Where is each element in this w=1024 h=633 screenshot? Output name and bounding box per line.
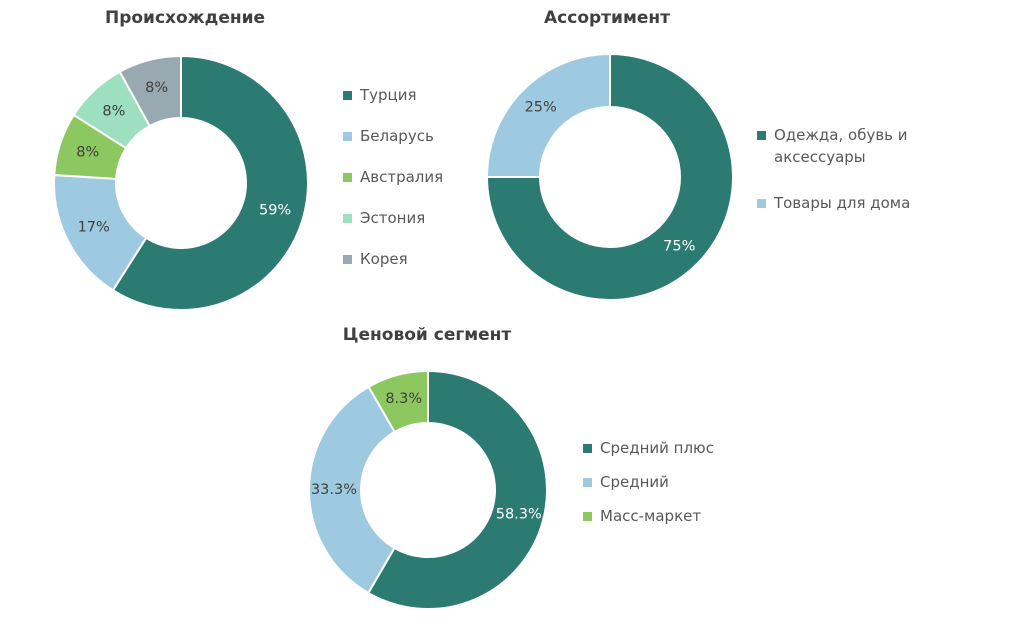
- legend-origin: Турция Беларусь Австралия Эстония Корея: [343, 84, 483, 289]
- slice-data-label: 59%: [259, 202, 291, 218]
- slice-data-label: 75%: [663, 238, 695, 254]
- donut-slice: [118, 54, 182, 128]
- legend-label: Средний плюс: [600, 439, 714, 457]
- donut-slice: [367, 369, 429, 434]
- legend-item: Корея: [343, 248, 483, 270]
- legend-assortment: Одежда, обувь и аксессуары Товары для дом…: [757, 124, 932, 238]
- chart-title-origin: Происхождение: [104, 8, 266, 28]
- slice-data-label: 8%: [76, 145, 99, 161]
- legend-label: Товары для дома: [774, 194, 911, 212]
- legend-item: Масс-маркет: [583, 505, 743, 527]
- legend-item: Австралия: [343, 166, 483, 188]
- legend-item: Беларусь: [343, 125, 483, 147]
- donut-slice: [111, 54, 309, 311]
- slice-data-label: 8%: [145, 80, 168, 96]
- legend-swatch: [343, 91, 352, 100]
- legend-label: Беларусь: [360, 127, 434, 145]
- donut-slice: [485, 52, 734, 301]
- legend-swatch: [583, 512, 592, 521]
- slice-data-label: 58.3%: [496, 506, 542, 522]
- legend-swatch: [583, 444, 592, 453]
- slice-data-label: 17%: [78, 219, 110, 235]
- donut-slice: [366, 369, 548, 610]
- slice-data-label: 33.3%: [311, 482, 357, 498]
- legend-item: Эстония: [343, 207, 483, 229]
- legend-item: Одежда, обувь и аксессуары: [757, 124, 932, 168]
- donut-slice: [308, 385, 396, 595]
- legend-swatch: [757, 199, 766, 208]
- legend-item: Средний плюс: [583, 437, 743, 459]
- legend-swatch: [343, 255, 352, 264]
- legend-swatch: [757, 131, 766, 140]
- slice-data-label: 8.3%: [385, 391, 422, 407]
- legend-label: Масс-маркет: [600, 507, 702, 525]
- legend-label: Средний: [600, 473, 669, 491]
- slice-data-label: 25%: [525, 100, 557, 116]
- legend-label: Австралия: [360, 168, 444, 186]
- legend-label: Эстония: [360, 209, 426, 227]
- legend-item: Товары для дома: [757, 192, 932, 214]
- legend-label: Турция: [360, 86, 417, 104]
- legend-item: Средний: [583, 471, 743, 493]
- legend-item: Турция: [343, 84, 483, 106]
- legend-swatch: [343, 132, 352, 141]
- chart-title-price-segment: Ценовой сегмент: [342, 325, 512, 345]
- legend-swatch: [343, 214, 352, 223]
- chart-title-assortment: Ассортимент: [544, 8, 670, 28]
- legend-label: Корея: [360, 250, 408, 268]
- legend-swatch: [583, 478, 592, 487]
- slice-data-label: 8%: [102, 104, 125, 120]
- donut-slice: [485, 52, 611, 178]
- legend-label: Одежда, обувь и аксессуары: [774, 126, 908, 166]
- legend-swatch: [343, 173, 352, 182]
- legend-price-segment: Средний плюс Средний Масс-маркет: [583, 437, 743, 539]
